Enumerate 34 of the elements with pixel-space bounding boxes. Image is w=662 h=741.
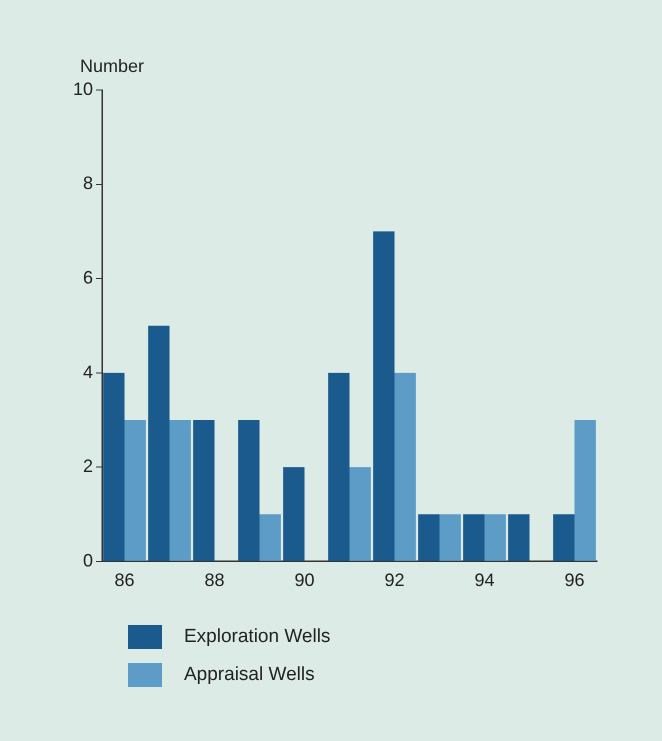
bar	[124, 420, 146, 561]
x-tick-label: 86	[114, 570, 135, 590]
bar	[394, 372, 416, 561]
bar	[463, 514, 485, 561]
bar	[574, 420, 596, 561]
x-tick-label: 94	[474, 570, 495, 590]
x-tick-label: 92	[384, 570, 405, 590]
bar	[193, 420, 215, 561]
y-tick-label: 0	[83, 550, 94, 570]
bar	[484, 514, 506, 561]
y-tick-label: 2	[83, 456, 94, 476]
x-tick-label: 90	[294, 570, 315, 590]
bar	[328, 372, 350, 561]
y-tick-label: 4	[83, 362, 94, 382]
y-tick-label: 10	[72, 78, 94, 99]
bar	[170, 420, 191, 561]
bar	[283, 467, 305, 561]
y-tick-label: 8	[83, 173, 94, 194]
bar	[148, 326, 170, 561]
bar	[238, 420, 260, 561]
bar	[508, 514, 530, 561]
legend-label: Exploration Wells	[184, 626, 330, 648]
bar	[103, 372, 125, 561]
bar	[440, 514, 461, 561]
bar	[350, 467, 371, 561]
y-axis-title: Number	[80, 56, 144, 76]
y-tick-label: 6	[83, 268, 94, 288]
legend-label: Appraisal Wells	[184, 664, 315, 686]
bar	[260, 514, 281, 561]
x-tick-label: 96	[564, 570, 585, 590]
bar	[553, 514, 574, 561]
bar	[418, 514, 440, 561]
x-tick-label: 88	[204, 570, 225, 590]
bar	[373, 231, 395, 561]
